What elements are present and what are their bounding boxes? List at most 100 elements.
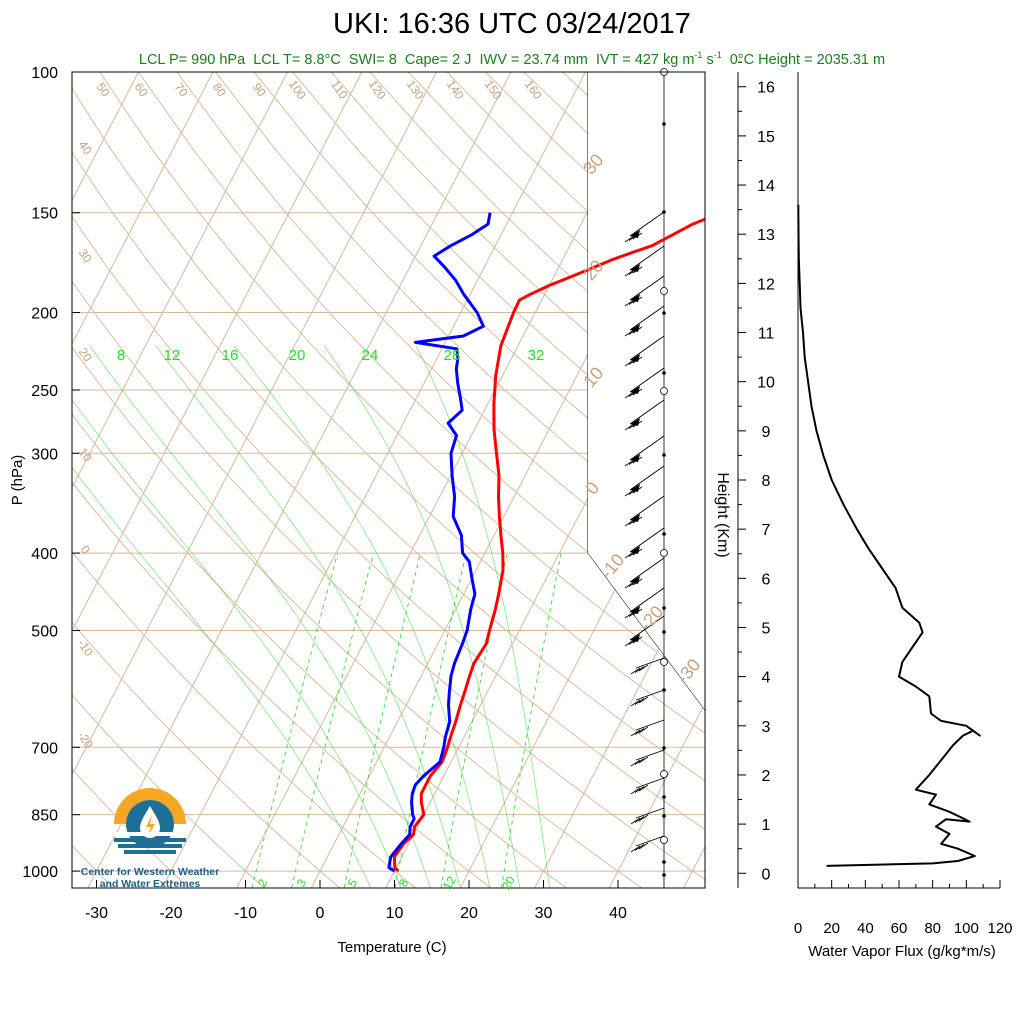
wind-barb-feather xyxy=(628,580,639,587)
wind-barb-feather xyxy=(632,356,643,364)
logo-wave-gap-1 xyxy=(114,832,186,836)
wind-barb-feather xyxy=(624,235,635,243)
dry-adiabat xyxy=(176,72,705,598)
height-tick-label: 13 xyxy=(757,227,775,244)
isotherm-line xyxy=(161,72,586,888)
x-tick-label: -10 xyxy=(234,905,257,922)
wind-barb-staff xyxy=(635,807,665,819)
ivt-exponent-2: -1 xyxy=(713,50,722,60)
temperature-profile xyxy=(392,217,705,873)
mixing-ratio-top-label: 8 xyxy=(117,347,125,364)
isotherm-side-label: 0 xyxy=(78,543,93,557)
station-level-dot xyxy=(662,453,666,457)
adiabat-label: 160 xyxy=(522,77,545,102)
height-tick-label: 2 xyxy=(762,768,771,785)
y-tick-label: 400 xyxy=(31,546,58,563)
dry-adiabat xyxy=(138,72,705,643)
mixing-ratio-line xyxy=(501,553,562,888)
wind-barb-staff xyxy=(629,367,665,393)
x-tick-label: -20 xyxy=(159,905,182,922)
wind-barb-feather xyxy=(632,578,643,586)
wind-barb-feather xyxy=(624,329,635,337)
isotherm-side-label: 20 xyxy=(76,345,95,364)
ivt-exponent-1: -1 xyxy=(694,50,703,60)
station-level-dot xyxy=(662,814,666,818)
wind-barb-staff xyxy=(635,777,665,789)
y-tick-label: 500 xyxy=(31,624,58,641)
wind-barb-staff xyxy=(629,435,665,461)
wind-barb-feather xyxy=(628,298,639,305)
dry-adiabat xyxy=(215,72,705,555)
isotherm-line xyxy=(608,702,705,888)
height-tick-label: 1 xyxy=(762,817,771,834)
ivt-prefix: IVT = 427 kg m xyxy=(595,51,695,68)
ivt-mid: s xyxy=(702,51,714,68)
wind-barb-feather xyxy=(628,268,639,275)
skew-t-frame xyxy=(71,71,706,889)
wind-barb-feather xyxy=(630,817,641,825)
height-axis-label: Height (Km) xyxy=(714,472,731,557)
wind-barb-feather xyxy=(630,845,641,853)
wind-barb-feather xyxy=(624,391,635,399)
y-tick-label: 250 xyxy=(31,383,58,400)
wind-barb-feather xyxy=(624,423,635,431)
wind-barb-feather xyxy=(632,326,643,334)
y-tick-label: 200 xyxy=(31,306,58,323)
logo-wave-1 xyxy=(114,838,186,842)
mixing-ratio-line xyxy=(394,552,467,888)
skew-t-background xyxy=(72,72,705,888)
station-level-dot xyxy=(662,873,666,877)
flux-x-tick-label: 100 xyxy=(954,920,979,937)
wind-barb-feather xyxy=(634,666,645,673)
cape-text: Cape= 2 J xyxy=(404,51,472,68)
wind-barb-feather xyxy=(632,296,643,304)
adiabat-label: 100 xyxy=(286,77,309,102)
station-level-dot xyxy=(662,122,666,126)
logo-caption: Center for Western Weather and Water Ext… xyxy=(70,866,230,890)
wind-barb-feather xyxy=(632,456,643,464)
mixing-ratio-bottom-label: 2 xyxy=(255,876,271,889)
height-tick-label: 11 xyxy=(758,326,775,343)
wind-barb-feather xyxy=(632,420,643,428)
adiabat-label: 150 xyxy=(482,77,505,102)
chart-subtitle: LCL P= 990 hPa LCL T= 8.8°C SWI= 8 Cape=… xyxy=(0,50,1024,68)
flux-x-tick-label: 0 xyxy=(794,920,802,937)
isotherm-side-label: 40 xyxy=(76,138,95,157)
isotherm-line xyxy=(87,72,512,888)
wind-barb-staff xyxy=(635,749,665,761)
flux-x-tick-label: 80 xyxy=(924,920,941,937)
cw3e-logo xyxy=(114,788,186,854)
dry-adiabat xyxy=(72,215,705,831)
wind-barb-feather xyxy=(628,638,639,645)
mixing-ratio-top-label: 16 xyxy=(222,347,239,364)
station-level-circle xyxy=(660,836,668,844)
station-level-circle xyxy=(660,387,668,395)
logo-line-2: and Water Extremes xyxy=(99,878,201,890)
station-level-dot xyxy=(662,860,666,864)
wind-barb-feather xyxy=(638,664,649,672)
height-tick-label: 14 xyxy=(757,178,775,195)
wind-barb-feather xyxy=(634,758,645,765)
height-tick-label: 10 xyxy=(757,375,775,392)
mixing-ratio-top-label: 28 xyxy=(444,347,461,364)
dry-adiabat xyxy=(72,481,492,888)
skew-t-profiles xyxy=(387,212,705,873)
moist-adiabat xyxy=(234,345,491,888)
mixing-ratio-line xyxy=(343,552,421,888)
dry-adiabat xyxy=(72,768,190,888)
adiabat-label: 140 xyxy=(444,77,467,102)
wind-barb-feather xyxy=(638,842,649,850)
moist-adiabat xyxy=(323,345,521,888)
wind-barb-feather xyxy=(628,610,639,617)
wind-barb-feather xyxy=(638,784,649,792)
station-level-circle xyxy=(660,770,668,778)
wind-barbs xyxy=(624,68,668,888)
freezing-height-text: 0°C Height = 2035.31 m xyxy=(729,51,886,68)
station-level-circle xyxy=(660,658,668,666)
wind-barb-feather xyxy=(628,422,639,429)
wind-barb-staff xyxy=(629,495,665,521)
wind-barb-staff xyxy=(635,835,665,847)
wind-barb-feather xyxy=(624,581,635,589)
wind-barb-feather xyxy=(630,667,641,675)
